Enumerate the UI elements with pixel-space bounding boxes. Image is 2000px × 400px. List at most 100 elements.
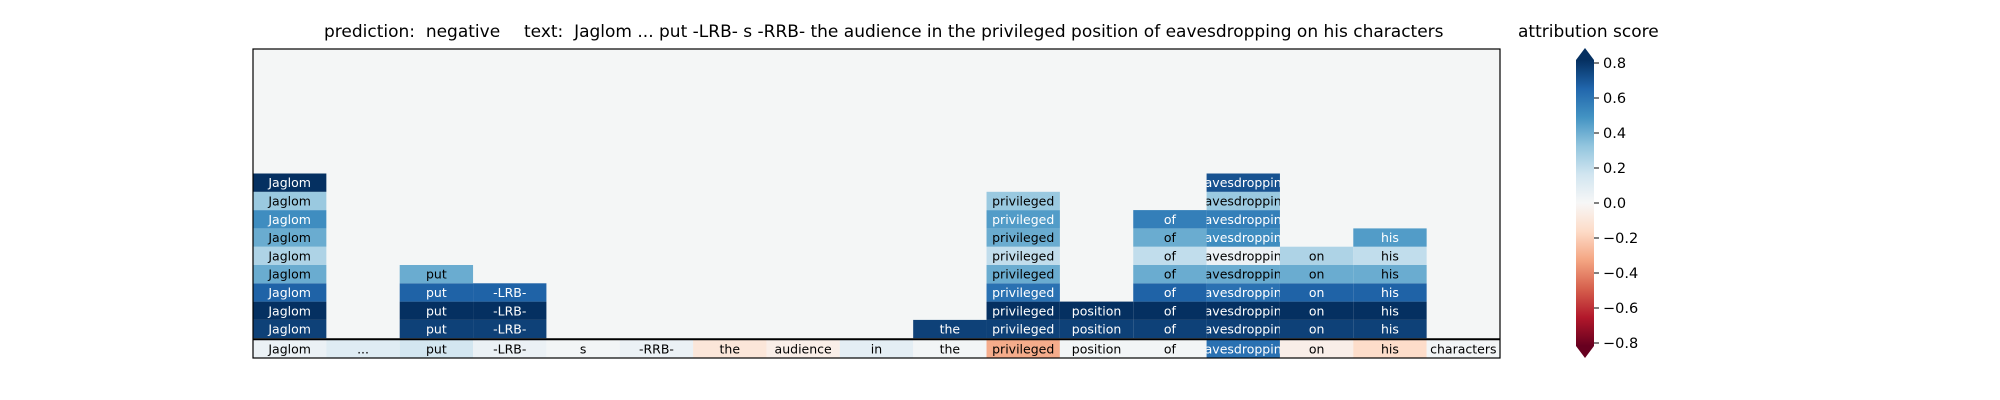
heatmap-cell (1353, 319, 1427, 339)
full-text-cell (326, 339, 400, 358)
cell-label: on (1309, 285, 1325, 300)
cell-label: his (1381, 322, 1399, 337)
cell-label: put (426, 285, 447, 300)
cell-label: of (1164, 248, 1177, 263)
heatmap-cell (1279, 319, 1354, 339)
cell-label: Jaglom (267, 193, 311, 208)
plot-frame (252, 48, 1501, 359)
cell-label: privileged (992, 248, 1054, 263)
cell-label: on (1309, 322, 1325, 337)
cell-label: Jaglom (267, 285, 311, 300)
cell-label: -LRB- (493, 285, 526, 300)
colorbar-tick-label: −0.2 (1603, 231, 1638, 247)
colorbar-tick-label: 0.0 (1603, 196, 1626, 212)
full-text-token: of (1164, 341, 1177, 356)
heatmap-cell (1206, 283, 1280, 302)
cell-label: of (1164, 303, 1177, 318)
colorbar (1576, 60, 1594, 346)
cell-label: privileged (992, 322, 1054, 337)
cell-label: Jaglom (267, 175, 311, 190)
prediction-title: prediction: negative (324, 22, 501, 42)
cell-label: of (1164, 212, 1177, 227)
cell-label: eavesdropping (1197, 267, 1290, 282)
colorbar-min-extension (1576, 346, 1594, 358)
full-text-cell (546, 339, 620, 358)
full-text-cell (1206, 339, 1280, 358)
colorbar-tick-label: 0.6 (1603, 91, 1626, 107)
heatmap-cell (1353, 283, 1427, 302)
cell-label: the (940, 322, 961, 337)
heatmap-cell (253, 319, 327, 339)
cell-label: Jaglom (267, 322, 311, 337)
full-text-cell (399, 339, 474, 358)
full-text-cell (1133, 339, 1207, 358)
full-text-token: in (871, 341, 882, 356)
full-text-cell (1059, 339, 1134, 358)
heatmap-cell (253, 191, 327, 211)
heatmap-cell (1206, 173, 1280, 192)
full-text-cell (1279, 339, 1354, 358)
colorbar-title: attribution score (1518, 22, 1659, 42)
colorbar-tick-label: 0.8 (1603, 56, 1626, 72)
full-text-token: eavesdropping (1197, 341, 1290, 356)
heatmap-cell (253, 301, 327, 320)
full-text-cell (1426, 339, 1500, 358)
full-text-token: the (720, 341, 741, 356)
cell-label: on (1309, 267, 1325, 282)
heatmap-cell (1059, 301, 1134, 320)
heatmap-cell (986, 210, 1060, 229)
full-text-token: characters (1430, 341, 1496, 356)
cell-label: his (1381, 230, 1399, 245)
cell-label: his (1381, 285, 1399, 300)
cell-label: put (426, 267, 447, 282)
heatmap-cell (986, 191, 1060, 211)
heatmap-cell (1206, 228, 1280, 247)
heatmap-cell (253, 210, 327, 229)
cell-label: Jaglom (267, 267, 311, 282)
full-text-cell (473, 339, 547, 358)
full-text-token: put (426, 341, 447, 356)
cell-label: his (1381, 248, 1399, 263)
heatmap-cell (399, 283, 474, 302)
full-text-token: on (1309, 341, 1325, 356)
colorbar-max-extension (1576, 48, 1594, 60)
text-title: text: Jaglom ... put -LRB- s -RRB- the a… (524, 22, 1444, 42)
heatmap-cell (1206, 319, 1280, 339)
cell-label: privileged (992, 230, 1054, 245)
heatmap-cell (473, 301, 547, 320)
cell-label: of (1164, 267, 1177, 282)
heatmap-cell (1353, 265, 1427, 284)
cell-label: Jaglom (267, 230, 311, 245)
full-text-cell (986, 339, 1060, 358)
cell-label: eavesdropping (1197, 322, 1290, 337)
heatmap-cell (1353, 246, 1427, 265)
cell-label: his (1381, 267, 1399, 282)
heatmap-cell (1133, 301, 1207, 320)
heatmap-cell (1133, 319, 1207, 339)
full-text-token: his (1381, 341, 1399, 356)
colorbar-tick-label: −0.8 (1603, 336, 1638, 352)
heatmap-cell (1133, 283, 1207, 302)
heatmap-cell (986, 228, 1060, 247)
full-text-cell (619, 339, 694, 358)
heatmap-cell (1279, 301, 1354, 320)
full-text-token: position (1072, 341, 1122, 356)
full-text-token: -LRB- (493, 341, 526, 356)
heatmap-cell (399, 301, 474, 320)
cell-label: position (1072, 322, 1122, 337)
heatmap-cell (986, 265, 1060, 284)
heatmap-cell (1279, 283, 1354, 302)
cell-label: put (426, 303, 447, 318)
heatmap-cell (913, 319, 987, 339)
cell-label: privileged (992, 267, 1054, 282)
cell-label: on (1309, 248, 1325, 263)
heatmap-cell (1353, 301, 1427, 320)
cell-label: -LRB- (493, 322, 526, 337)
full-text-token: audience (775, 341, 832, 356)
heatmap-cell (253, 265, 327, 284)
cell-label: eavesdropping (1197, 212, 1290, 227)
cell-label: privileged (992, 212, 1054, 227)
heatmap-cell (1353, 228, 1427, 247)
full-text-token: Jaglom (267, 341, 311, 356)
heatmap-cell (253, 173, 327, 192)
